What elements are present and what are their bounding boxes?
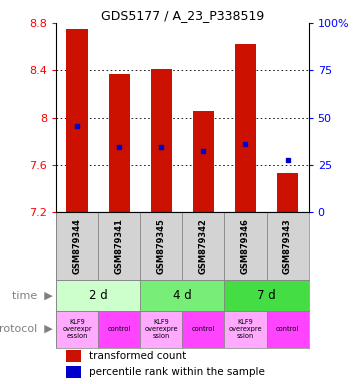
Bar (151, 69, 172, 212)
Text: 2 d: 2 d (89, 289, 108, 302)
Text: GSM879341: GSM879341 (115, 218, 123, 274)
Title: GDS5177 / A_23_P338519: GDS5177 / A_23_P338519 (101, 9, 264, 22)
Bar (140, 212, 182, 280)
Bar (182, 311, 225, 348)
Bar (98, 311, 140, 348)
Text: 7 d: 7 d (257, 289, 276, 302)
Text: percentile rank within the sample: percentile rank within the sample (89, 367, 265, 377)
Bar (140, 280, 225, 311)
Bar (235, 44, 256, 212)
Bar (66, 366, 81, 378)
Text: control: control (108, 326, 131, 332)
Bar (225, 311, 266, 348)
Bar (140, 311, 182, 348)
Bar (98, 212, 140, 280)
Bar (193, 111, 214, 212)
Bar (56, 311, 98, 348)
Text: transformed count: transformed count (89, 351, 186, 361)
Bar (109, 74, 130, 212)
Bar (266, 212, 309, 280)
Text: GSM879344: GSM879344 (73, 218, 82, 274)
Bar (225, 212, 266, 280)
Text: time  ▶: time ▶ (12, 291, 52, 301)
Text: GSM879343: GSM879343 (283, 218, 292, 274)
Text: 4 d: 4 d (173, 289, 192, 302)
Text: protocol  ▶: protocol ▶ (0, 324, 52, 334)
Bar (56, 212, 98, 280)
Text: KLF9
overexpre
ssion: KLF9 overexpre ssion (144, 319, 178, 339)
Text: GSM879342: GSM879342 (199, 218, 208, 274)
Text: GSM879345: GSM879345 (157, 218, 166, 274)
Bar (56, 280, 140, 311)
Text: KLF9
overexpr
ession: KLF9 overexpr ession (62, 319, 92, 339)
Bar (266, 311, 309, 348)
Text: control: control (192, 326, 215, 332)
Bar (225, 280, 309, 311)
Text: KLF9
overexpre
ssion: KLF9 overexpre ssion (229, 319, 262, 339)
Text: GSM879346: GSM879346 (241, 218, 250, 274)
Bar (182, 212, 225, 280)
Bar (277, 173, 298, 212)
Bar (66, 350, 81, 362)
Bar (66, 29, 87, 212)
Text: control: control (276, 326, 299, 332)
